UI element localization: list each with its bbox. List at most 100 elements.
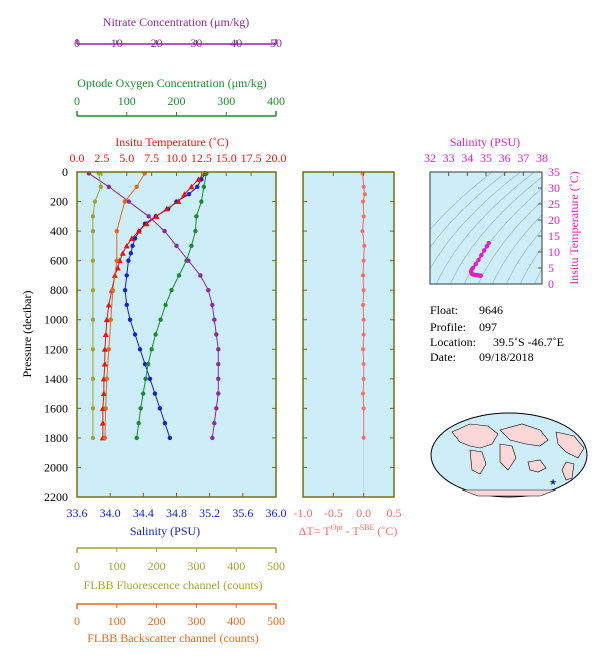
map-landmass: [469, 449, 487, 475]
temperature-point: [143, 220, 150, 227]
oxygen-point: [138, 406, 143, 411]
nitrate-point: [146, 214, 151, 219]
salinity-tick-label: 35.6: [232, 506, 253, 520]
backscatter-point: [102, 435, 108, 441]
map-landmass: [461, 489, 557, 497]
salinity-point: [122, 287, 128, 293]
oxygen-axis-title: Optode Oxygen Concentration (μm/kg): [77, 76, 266, 90]
oxygen-tick-label: 0: [74, 94, 80, 108]
pressure-tick-label: 600: [50, 254, 68, 268]
salinity-point: [137, 347, 143, 352]
ts-isopycnal-line: [519, 246, 542, 284]
fluorescence-point: [92, 199, 98, 204]
ts-temperature-tick-label: 5: [548, 261, 554, 275]
temperature-axis-title: Insitu Temperature (˚C): [115, 135, 229, 149]
oxygen-tick-label: 300: [217, 94, 235, 108]
fluorescence-tick-label: 300: [187, 559, 205, 573]
oxygen-point: [149, 347, 154, 352]
nitrate-axis-title: Nitrate Concentration (μm/kg): [103, 15, 249, 29]
ts-point: [470, 265, 476, 271]
nitrate-point: [212, 317, 217, 322]
ts-point: [484, 244, 490, 249]
oxygen-point: [189, 243, 194, 249]
ts-salinity-tick-label: 35: [480, 151, 492, 165]
salinity-tick-label: 34.0: [100, 506, 121, 520]
pressure-tick-label: 1600: [44, 401, 68, 415]
backscatter-point: [114, 258, 120, 263]
ts-temperature-tick-label: 30: [548, 181, 560, 195]
delta-t-tick-label: 0.0: [356, 506, 371, 520]
backscatter-axis-title: FLBB Backscatter channel (counts): [87, 631, 259, 645]
oxygen-tick-label: 400: [267, 94, 285, 108]
temperature-point: [153, 213, 160, 219]
pressure-tick-label: 0: [62, 165, 68, 179]
ts-temperature-tick-label: 15: [548, 229, 560, 243]
salinity-tick-label: 35.2: [199, 506, 220, 520]
oxygen-point: [136, 420, 141, 426]
backscatter-point: [114, 228, 120, 234]
ts-salinity-tick-label: 36: [499, 151, 511, 165]
salinity-point: [186, 191, 192, 197]
nitrate-point: [216, 376, 221, 382]
fluorescence-point: [90, 317, 96, 322]
temperature-point: [188, 183, 195, 190]
temperature-tick-label: 20.0: [266, 151, 287, 165]
delta-t-axis-title: ΔT= TOpt - TSBE (˚C): [299, 523, 398, 538]
delta-t-line: [361, 173, 366, 438]
date-label: Date:: [430, 350, 456, 364]
temperature-point: [101, 346, 108, 352]
nitrate-tick-label: 20: [151, 36, 163, 50]
ts-temperature-tick-label: 10: [548, 245, 560, 259]
ts-temperature-tick-label: 35: [548, 165, 560, 179]
location-label: Location:: [430, 335, 476, 349]
salinity-point: [124, 273, 129, 278]
world-map: ★: [430, 412, 588, 498]
backscatter-point: [104, 376, 110, 382]
map-landmass: [527, 459, 547, 473]
temperature-tick-label: 15.0: [216, 151, 237, 165]
ts-salinity-axis-title: Salinity (PSU): [450, 135, 520, 149]
temperature-tick-label: 10.0: [166, 151, 187, 165]
map-landmass: [561, 461, 575, 481]
backscatter-tick-label: 300: [187, 614, 205, 628]
temperature-point: [175, 198, 182, 205]
profile-row: Profile: 097: [430, 320, 497, 335]
ts-isopycnal-line: [430, 172, 507, 249]
fluorescence-point: [90, 214, 96, 219]
fluorescence-tick-label: 100: [108, 559, 126, 573]
ts-salinity-tick-label: 33: [443, 151, 455, 165]
ts-temperature-tick-label: 25: [548, 197, 560, 211]
salinity-tick-label: 36.0: [266, 506, 287, 520]
backscatter-tick-label: 500: [267, 614, 285, 628]
temperature-point: [123, 242, 130, 249]
fluorescence-tick-label: 400: [227, 559, 245, 573]
ts-plot-area: [430, 172, 542, 284]
delta-t-title-part: ΔT= T: [299, 524, 332, 538]
backscatter-point: [103, 406, 108, 411]
oxygen-point: [158, 317, 163, 322]
map-landmass: [451, 423, 499, 449]
fluorescence-point: [90, 347, 96, 352]
salinity-point: [167, 435, 173, 441]
oxygen-point: [140, 391, 146, 396]
temperature-tick-label: 12.5: [191, 151, 212, 165]
oxygen-tick-label: 100: [118, 94, 136, 108]
backscatter-point: [110, 287, 116, 293]
float-id-row: Float: 9646: [430, 303, 503, 318]
fluorescence-tick-label: 200: [148, 559, 166, 573]
nitrate-point: [214, 332, 219, 337]
oxygen-point: [193, 228, 198, 234]
temperature-point: [163, 205, 170, 212]
salinity-point: [127, 317, 133, 322]
salinity-point: [195, 184, 200, 189]
delta-t-tick-label: -0.5: [324, 506, 343, 520]
temperature-tick-label: 5.0: [119, 151, 134, 165]
salinity-point: [157, 406, 163, 411]
backscatter-tick-label: 400: [227, 614, 245, 628]
location-value: 39.5˚S -46.7˚E: [493, 335, 564, 349]
ts-salinity-tick-label: 38: [536, 151, 548, 165]
temperature-tick-label: 7.5: [144, 151, 159, 165]
nitrate-tick-label: 10: [111, 36, 123, 50]
fluorescence-point: [90, 376, 96, 382]
nitrate-point: [216, 361, 221, 367]
